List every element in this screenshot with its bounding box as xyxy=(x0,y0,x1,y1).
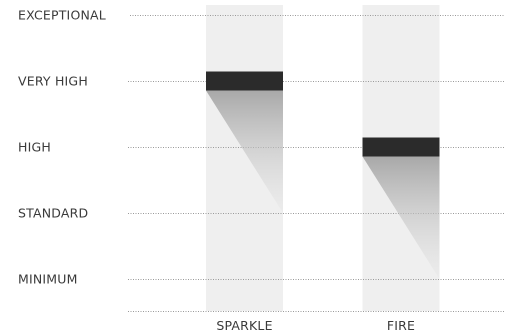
level-markers xyxy=(206,71,440,157)
gridlines xyxy=(128,15,505,312)
marker-shadow-fire xyxy=(362,156,440,279)
category-axis-labels: SPARKLE FIRE xyxy=(216,318,415,333)
marker-sparkle xyxy=(206,71,283,91)
level-axis-labels: MINIMUM STANDARD HIGH VERY HIGH EXCEPTIONAL xyxy=(18,8,106,287)
marker-fire xyxy=(362,137,440,157)
level-label-very-high: VERY HIGH xyxy=(18,74,88,89)
marker-shadows xyxy=(206,90,440,279)
level-label-standard: STANDARD xyxy=(18,206,88,221)
level-label-minimum: MINIMUM xyxy=(18,272,78,287)
level-label-high: HIGH xyxy=(18,140,51,155)
level-label-exceptional: EXCEPTIONAL xyxy=(18,8,106,23)
category-label-fire: FIRE xyxy=(387,318,415,333)
category-label-sparkle: SPARKLE xyxy=(216,318,272,333)
marker-shadow-sparkle xyxy=(206,90,283,213)
